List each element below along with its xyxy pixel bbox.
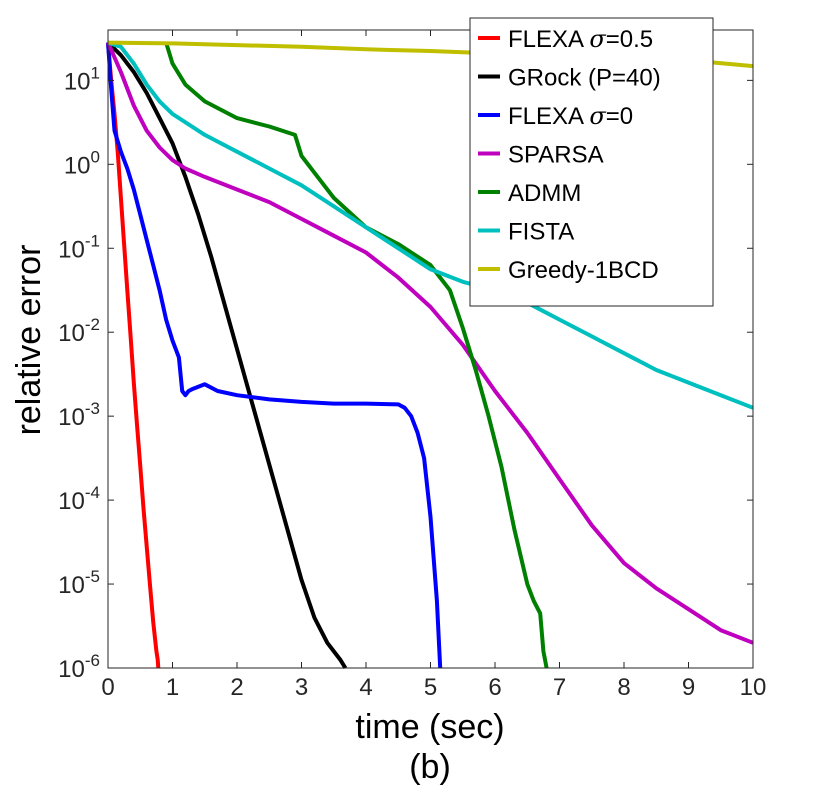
y-tick-base: 10 — [58, 404, 85, 431]
series-line-1 — [106, 41, 348, 670]
legend-label-symbol: σ — [589, 25, 606, 53]
y-axis-label: relative error — [10, 245, 48, 436]
y-tick-label: 10-3 — [58, 399, 100, 431]
legend-label: Greedy-1BCD — [508, 257, 659, 284]
y-tick-base: 10 — [58, 236, 85, 263]
y-tick-label: 10-4 — [58, 483, 100, 515]
x-tick-label: 0 — [101, 674, 114, 701]
y-tick-base: 10 — [58, 656, 85, 683]
y-tick-base: 10 — [64, 152, 91, 179]
y-tick-label: 100 — [64, 147, 100, 179]
series-line-5 — [107, 40, 754, 410]
legend-label-prefix: FLEXA — [508, 26, 589, 53]
x-tick-label: 6 — [488, 674, 501, 701]
series-line-4 — [164, 42, 549, 669]
figure-caption: (b) — [409, 748, 451, 786]
legend-label-prefix: FLEXA — [508, 103, 589, 130]
x-tick-label: 3 — [295, 674, 308, 701]
y-tick-exponent: -5 — [85, 567, 100, 586]
y-tick-label: 10-1 — [58, 231, 100, 263]
x-tick-label: 2 — [230, 674, 243, 701]
legend-label: ADMM — [508, 180, 581, 207]
y-tick-base: 10 — [58, 572, 85, 599]
x-tick-label: 4 — [359, 674, 372, 701]
legend-label: SPARSA — [508, 142, 604, 169]
legend-label: FLEXA σ=0.5 — [508, 25, 653, 53]
x-tick-label: 5 — [424, 674, 437, 701]
y-tick-exponent: -4 — [85, 483, 100, 502]
x-tick-label: 8 — [617, 674, 630, 701]
x-tick-label: 7 — [553, 674, 566, 701]
y-tick-exponent: -3 — [85, 399, 100, 418]
y-tick-base: 10 — [58, 488, 85, 515]
x-tick-label: 10 — [740, 674, 767, 701]
y-tick-exponent: -1 — [85, 231, 100, 250]
y-tick-exponent: 0 — [91, 147, 100, 166]
legend-label: FISTA — [508, 219, 574, 246]
legend-label-symbol: σ — [589, 102, 606, 130]
legend-label-suffix: =0 — [606, 103, 633, 130]
x-axis-label: time (sec) — [355, 708, 504, 746]
y-tick-label: 101 — [64, 63, 100, 95]
y-tick-exponent: -6 — [85, 651, 100, 670]
series-line-3 — [106, 41, 754, 645]
legend-box — [469, 17, 714, 307]
y-tick-label: 10-6 — [58, 651, 100, 683]
y-tick-base: 10 — [58, 320, 85, 347]
y-tick-exponent: -2 — [85, 315, 100, 334]
legend-label-suffix: =0.5 — [606, 26, 653, 53]
legend-label: FLEXA σ=0 — [508, 102, 633, 130]
y-tick-base: 10 — [64, 68, 91, 95]
x-tick-label: 9 — [682, 674, 695, 701]
y-tick-exponent: 1 — [91, 63, 100, 82]
y-tick-label: 10-2 — [58, 315, 100, 347]
y-tick-label: 10-5 — [58, 567, 100, 599]
series-line-2 — [106, 42, 443, 669]
x-tick-label: 1 — [166, 674, 179, 701]
legend-label: GRock (P=40) — [508, 65, 661, 92]
